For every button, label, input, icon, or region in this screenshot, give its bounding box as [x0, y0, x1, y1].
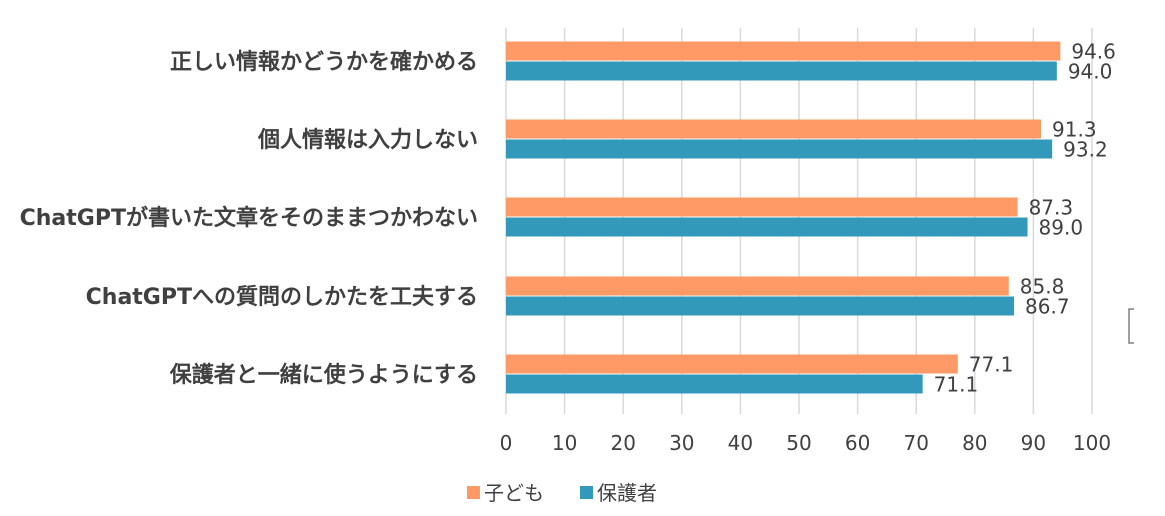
bar-hogosha-0: [506, 61, 1057, 81]
x-tick-label-30: 30: [669, 431, 694, 455]
data-label-hogosha-2: 89.0: [1039, 216, 1084, 240]
x-tick-label-10: 10: [552, 431, 577, 455]
data-labels: 94.694.0 91.393.2 87.389.0 85.886.7 77.171.1: [934, 40, 1116, 397]
x-tick-label-80: 80: [962, 431, 987, 455]
legend-label-hogosha: 保護者: [597, 481, 657, 505]
bar-kodomo-1: [506, 119, 1042, 139]
legend: 子ども 保護者: [467, 481, 657, 505]
category-label-4: 保護者と一緒に使うようにする: [169, 362, 478, 388]
bar-hogosha-1: [506, 139, 1053, 159]
data-label-kodomo-3: 85.8: [1020, 275, 1065, 299]
bar-kodomo-2: [506, 197, 1018, 217]
data-label-hogosha-3: 86.7: [1025, 295, 1070, 319]
data-label-hogosha-0: 94.0: [1068, 60, 1113, 84]
x-tick-label-90: 90: [1021, 431, 1046, 455]
bar-hogosha-4: [506, 374, 923, 394]
bar-kodomo-3: [506, 276, 1009, 296]
bracket-mark: [1128, 308, 1134, 344]
x-tick-label-60: 60: [845, 431, 870, 455]
legend-swatch-kodomo: [467, 486, 480, 499]
data-label-kodomo-1: 91.3: [1052, 118, 1097, 142]
x-tick-label-100: 100: [1073, 431, 1111, 455]
data-label-kodomo-0: 94.6: [1071, 40, 1116, 64]
bar-hogosha-2: [506, 217, 1028, 237]
x-tick-label-40: 40: [728, 431, 753, 455]
bar-hogosha-3: [506, 296, 1015, 316]
data-label-kodomo-2: 87.3: [1029, 196, 1074, 220]
category-label-0: 正しい情報かどうかを確かめる: [170, 49, 478, 75]
category-label-2: ChatGPTが書いた文章をそのままつかわない: [20, 205, 478, 231]
bars: [506, 41, 1061, 394]
bar-kodomo-4: [506, 354, 958, 374]
x-tick-labels: 0 10 20 30 40 50 60 70 80 90 100: [500, 431, 1111, 455]
x-tick-label-0: 0: [500, 431, 513, 455]
legend-label-kodomo: 子ども: [484, 481, 544, 505]
data-label-hogosha-1: 93.2: [1063, 138, 1108, 162]
legend-swatch-hogosha: [580, 486, 593, 499]
bar-kodomo-0: [506, 41, 1061, 61]
data-label-hogosha-4: 71.1: [934, 373, 979, 397]
category-label-1: 個人情報は入力しない: [257, 127, 478, 153]
data-label-kodomo-4: 77.1: [969, 353, 1014, 377]
x-tick-label-20: 20: [610, 431, 635, 455]
x-tick-label-50: 50: [786, 431, 811, 455]
category-label-3: ChatGPTへの質問のしかたを工夫する: [86, 285, 478, 310]
x-tick-label-70: 70: [903, 431, 928, 455]
